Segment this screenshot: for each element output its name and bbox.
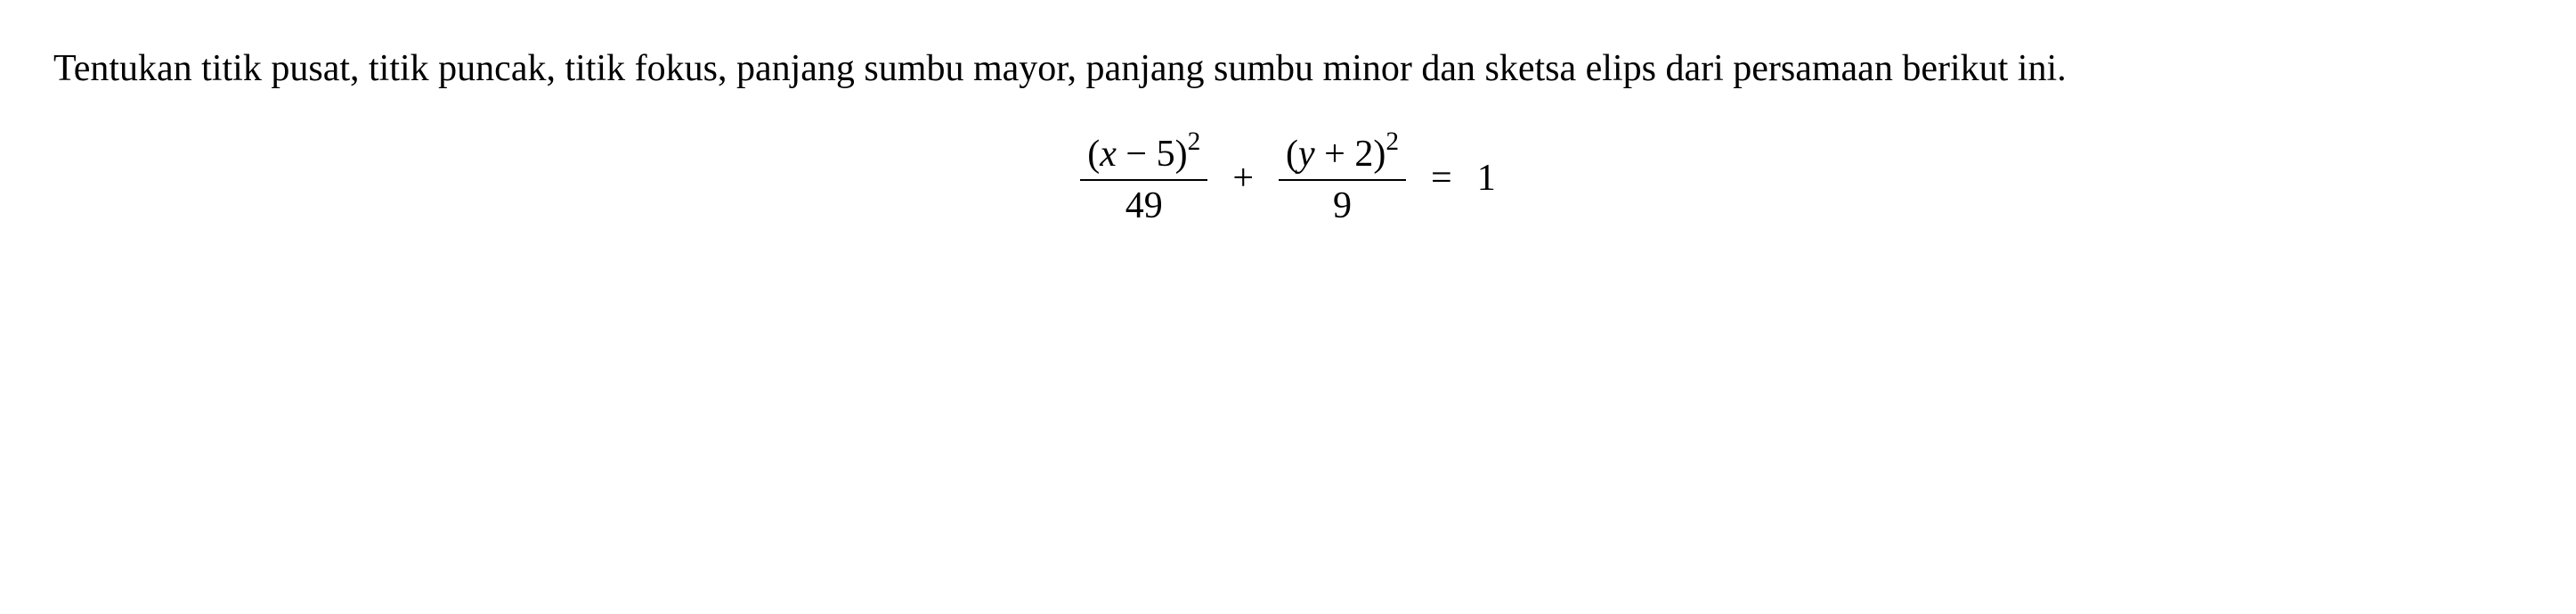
variable-x: x bbox=[1100, 134, 1117, 175]
ellipse-equation: (x − 5)2 49 + (y + 2)2 9 = 1 bbox=[53, 130, 2523, 227]
problem-text: Tentukan titik pusat, titik puncak, titi… bbox=[53, 48, 2067, 89]
fraction-term-2: (y + 2)2 9 bbox=[1279, 130, 1406, 227]
numerator-1-rest: − 5) bbox=[1117, 134, 1188, 175]
exponent-1: 2 bbox=[1188, 127, 1201, 156]
paren-open-1: ( bbox=[1087, 134, 1100, 175]
paren-open-2: ( bbox=[1286, 134, 1298, 175]
numerator-2: (y + 2)2 bbox=[1279, 130, 1406, 181]
fraction-term-1: (x − 5)2 49 bbox=[1080, 130, 1207, 227]
problem-statement: Tentukan titik pusat, titik puncak, titi… bbox=[53, 36, 2523, 103]
equals-operator: = bbox=[1424, 157, 1459, 200]
exponent-2: 2 bbox=[1386, 127, 1399, 156]
variable-y: y bbox=[1298, 134, 1315, 175]
plus-operator: + bbox=[1225, 157, 1261, 200]
denominator-2: 9 bbox=[1326, 181, 1359, 227]
numerator-2-rest: + 2) bbox=[1315, 134, 1386, 175]
rhs-value: 1 bbox=[1477, 157, 1496, 200]
numerator-1: (x − 5)2 bbox=[1080, 130, 1207, 181]
denominator-1: 49 bbox=[1118, 181, 1170, 227]
